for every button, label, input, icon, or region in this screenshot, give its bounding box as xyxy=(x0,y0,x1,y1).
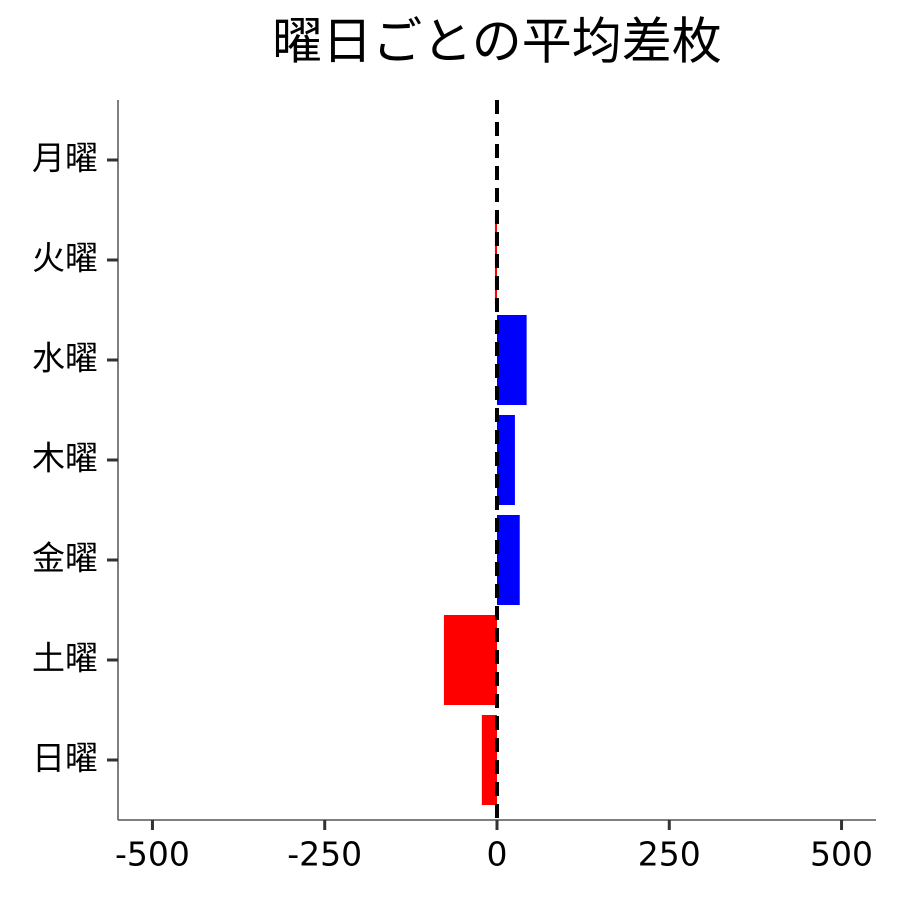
y-tick-label: 木曜 xyxy=(32,439,98,478)
bar xyxy=(497,315,527,405)
y-tick-label: 土曜 xyxy=(32,639,98,678)
y-tick-label: 金曜 xyxy=(32,539,98,578)
x-tick-label: 500 xyxy=(810,835,873,874)
x-tick-label: 250 xyxy=(638,835,701,874)
y-tick-label: 水曜 xyxy=(32,339,98,378)
bar xyxy=(497,515,520,605)
x-tick-label: -250 xyxy=(287,835,362,874)
y-tick-label: 日曜 xyxy=(32,739,98,778)
x-tick-label: -500 xyxy=(115,835,190,874)
bar xyxy=(497,415,515,505)
y-tick-label: 月曜 xyxy=(32,139,98,178)
x-tick-label: 0 xyxy=(487,835,508,874)
bar xyxy=(481,715,497,805)
y-tick-label: 火曜 xyxy=(32,239,98,278)
chart-title: 曜日ごとの平均差枚 xyxy=(272,13,722,71)
bar xyxy=(443,615,497,705)
